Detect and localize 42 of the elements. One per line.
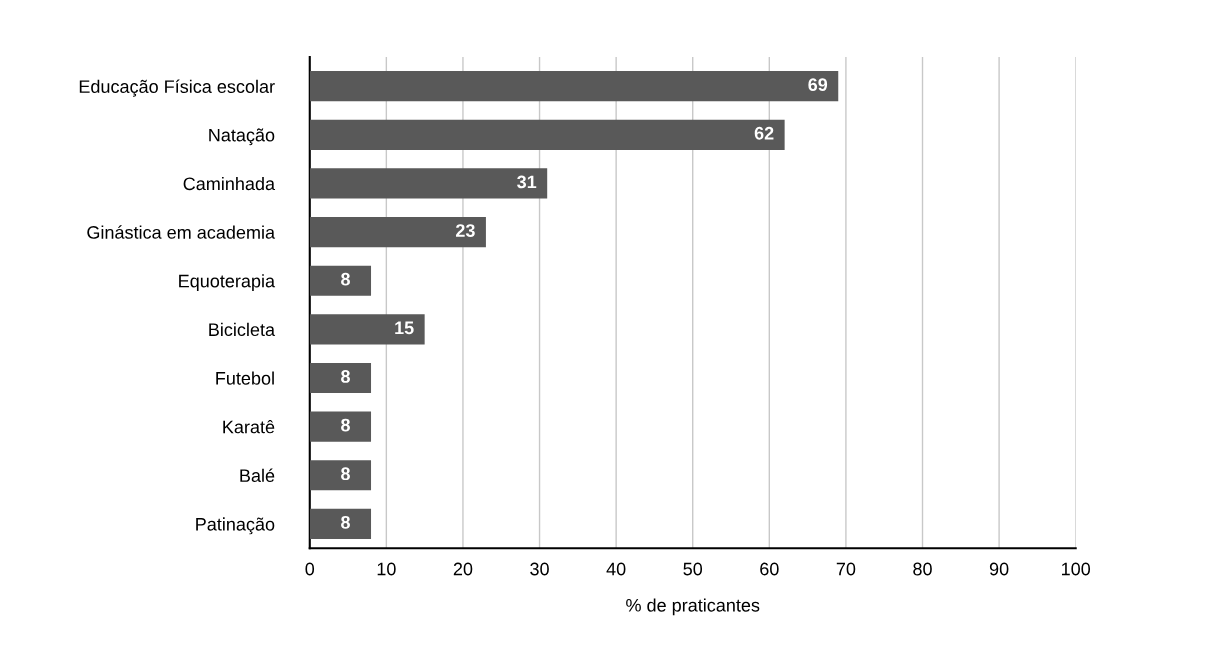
bar xyxy=(309,119,785,150)
data-label: 31 xyxy=(517,175,537,189)
data-label: 8 xyxy=(341,370,350,383)
y-tick-label: Ginástica em academia xyxy=(87,225,276,239)
x-tick-label: 0 xyxy=(305,562,315,576)
x-tick-label: 80 xyxy=(913,562,932,576)
bar xyxy=(309,314,425,345)
bar xyxy=(309,508,372,539)
x-tick-label: 40 xyxy=(606,562,626,576)
x-tick-label: 10 xyxy=(377,562,396,576)
x-tick-label: 50 xyxy=(683,562,703,576)
data-label: 8 xyxy=(341,515,350,529)
x-tick-label: 100 xyxy=(1062,562,1091,576)
y-tick-label: Patinação xyxy=(196,517,275,535)
x-tick-label: 60 xyxy=(760,562,779,576)
y-tick-label: Equoterapia xyxy=(179,274,276,292)
bar xyxy=(309,217,486,248)
bar xyxy=(309,411,372,442)
data-label: 15 xyxy=(395,321,414,335)
bar xyxy=(309,71,839,102)
x-tick-label: 70 xyxy=(836,562,856,576)
x-tick-label: 90 xyxy=(989,562,1009,576)
y-tick-label: Bicicleta xyxy=(209,322,276,337)
bar xyxy=(309,362,372,394)
x-tick-label: 20 xyxy=(453,562,473,576)
y-tick-label: Caminhada xyxy=(183,176,276,191)
y-tick-label: Educação Física escolar xyxy=(79,79,275,97)
data-label: 8 xyxy=(341,272,350,286)
x-tick-label: 30 xyxy=(530,562,549,576)
y-tick-label: Natação xyxy=(209,128,275,146)
y-tick-label: Karatê xyxy=(223,420,275,434)
data-label: 8 xyxy=(341,467,350,481)
data-label: 69 xyxy=(808,78,828,92)
x-axis-title: % de praticantes xyxy=(626,598,760,616)
bar xyxy=(309,168,548,199)
y-tick-label: Futebol xyxy=(216,371,274,385)
y-tick-label: Balé xyxy=(240,468,275,482)
data-label: 62 xyxy=(754,126,774,140)
bar xyxy=(309,265,372,296)
data-label: 8 xyxy=(341,418,350,432)
bar xyxy=(309,460,372,491)
data-label: 23 xyxy=(455,224,475,237)
